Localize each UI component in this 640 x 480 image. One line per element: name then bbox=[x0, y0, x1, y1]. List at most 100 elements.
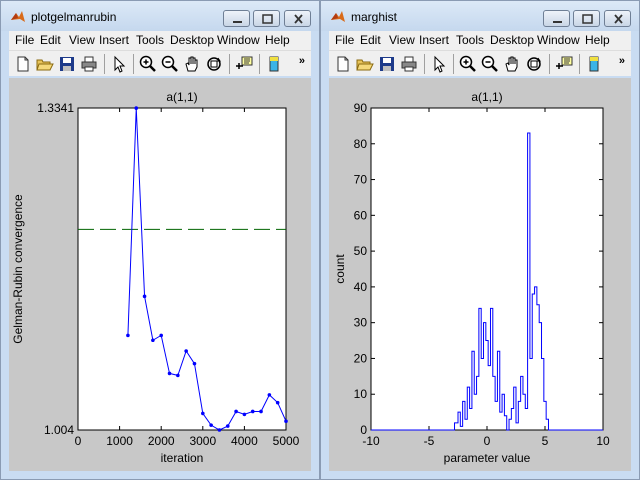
menu-view[interactable]: View bbox=[389, 33, 415, 47]
data-point bbox=[184, 349, 188, 353]
y-tick-label: 1.004 bbox=[44, 423, 74, 437]
title-bar[interactable]: plotgelmanrubin bbox=[1, 1, 319, 31]
zoom-out-icon[interactable] bbox=[160, 54, 180, 74]
colorbar-icon[interactable] bbox=[264, 54, 284, 74]
data-point bbox=[217, 428, 222, 432]
x-tick-label: 4000 bbox=[231, 434, 258, 448]
menu-insert[interactable]: Insert bbox=[419, 33, 450, 47]
menu-window[interactable]: Window bbox=[217, 33, 260, 47]
rotate-3d-icon[interactable] bbox=[524, 54, 544, 74]
data-point bbox=[275, 400, 280, 405]
zoom-in-icon[interactable] bbox=[458, 54, 478, 74]
data-point bbox=[151, 338, 155, 343]
close-button[interactable] bbox=[604, 10, 631, 27]
title-bar[interactable]: marghist bbox=[321, 1, 639, 31]
figure-area: 0 1000 2000 3000 4000 5000 1.004 1.3341 a(1,1) it… bbox=[9, 78, 311, 471]
data-point bbox=[142, 294, 147, 299]
menu-help[interactable]: Help bbox=[585, 33, 610, 47]
gelman-rubin-plot[interactable]: 0 1000 2000 3000 4000 5000 1.004 1.3341 a(1,1) it… bbox=[9, 78, 311, 471]
window-title: plotgelmanrubin bbox=[31, 10, 117, 24]
pan-hand-icon[interactable] bbox=[502, 54, 522, 74]
new-figure-icon[interactable] bbox=[13, 54, 33, 74]
maximize-button[interactable] bbox=[253, 10, 280, 27]
y-tick-label: 50 bbox=[354, 244, 368, 258]
x-tick-label: 3000 bbox=[189, 434, 216, 448]
colorbar-icon[interactable] bbox=[584, 54, 604, 74]
menu-desktop[interactable]: Desktop bbox=[490, 33, 535, 47]
open-file-icon[interactable] bbox=[355, 54, 375, 74]
data-cursor-icon[interactable] bbox=[234, 54, 254, 74]
toolbar: » bbox=[9, 50, 311, 76]
data-cursor-icon[interactable] bbox=[554, 54, 574, 74]
x-tick-label: 1000 bbox=[106, 434, 133, 448]
save-icon[interactable] bbox=[57, 54, 77, 74]
menu-desktop[interactable]: Desktop bbox=[170, 33, 215, 47]
toolbar-separator bbox=[104, 54, 105, 74]
x-tick-label: 5 bbox=[542, 434, 549, 448]
toolbar-separator bbox=[259, 54, 260, 74]
new-figure-icon[interactable] bbox=[333, 54, 353, 74]
pan-hand-icon[interactable] bbox=[182, 54, 202, 74]
x-tick-label: -10 bbox=[362, 434, 380, 448]
minimize-button[interactable] bbox=[223, 10, 250, 27]
toolbar-separator bbox=[453, 54, 454, 74]
chart-title: a(1,1) bbox=[166, 90, 197, 104]
print-icon[interactable] bbox=[399, 54, 419, 74]
menu-bar: File Edit View Insert Tools Desktop Wind… bbox=[329, 31, 631, 50]
menu-tools[interactable]: Tools bbox=[136, 33, 165, 47]
data-point bbox=[167, 371, 172, 376]
x-tick-label: 0 bbox=[75, 434, 82, 448]
x-axis-label: parameter value bbox=[444, 451, 531, 465]
menu-file[interactable]: File bbox=[335, 33, 355, 47]
menu-file[interactable]: File bbox=[15, 33, 35, 47]
save-icon[interactable] bbox=[377, 54, 397, 74]
y-tick-label: 1.3341 bbox=[37, 101, 74, 115]
print-icon[interactable] bbox=[79, 54, 99, 74]
menu-edit[interactable]: Edit bbox=[360, 33, 381, 47]
toolbar-overflow-icon[interactable]: » bbox=[618, 55, 625, 67]
window-plotgelmanrubin: plotgelmanrubin File Edit View Insert To… bbox=[0, 0, 320, 480]
menu-edit[interactable]: Edit bbox=[40, 33, 61, 47]
chart-title: a(1,1) bbox=[471, 90, 502, 104]
maximize-button[interactable] bbox=[573, 10, 600, 27]
rotate-3d-icon[interactable] bbox=[204, 54, 224, 74]
x-tick-label: 10 bbox=[596, 434, 610, 448]
toolbar-separator bbox=[229, 54, 230, 74]
data-point bbox=[250, 409, 255, 414]
y-tick-label: 90 bbox=[354, 101, 368, 115]
matlab-logo-icon bbox=[331, 11, 345, 22]
zoom-out-icon[interactable] bbox=[480, 54, 500, 74]
y-tick-label: 20 bbox=[354, 351, 368, 365]
menu-insert[interactable]: Insert bbox=[99, 33, 130, 47]
y-tick-label: 30 bbox=[354, 316, 368, 330]
toolbar-separator bbox=[579, 54, 580, 74]
pointer-icon[interactable] bbox=[109, 54, 129, 74]
menu-view[interactable]: View bbox=[69, 33, 95, 47]
menu-help[interactable]: Help bbox=[265, 33, 290, 47]
data-point bbox=[225, 424, 230, 428]
y-tick-label: 0 bbox=[360, 423, 367, 437]
toolbar-overflow-icon[interactable]: » bbox=[298, 55, 305, 67]
pointer-icon[interactable] bbox=[429, 54, 449, 74]
y-tick-label: 70 bbox=[354, 173, 368, 187]
toolbar-separator bbox=[424, 54, 425, 74]
axes-box bbox=[370, 107, 604, 431]
matlab-logo-icon bbox=[11, 11, 25, 22]
close-button[interactable] bbox=[284, 10, 311, 27]
window-marghist: marghist File Edit View Insert Tools Des… bbox=[320, 0, 640, 480]
series-line bbox=[371, 132, 603, 431]
open-file-icon[interactable] bbox=[35, 54, 55, 74]
data-point bbox=[242, 412, 247, 417]
data-point bbox=[234, 409, 238, 414]
y-axis-label: Gelman-Rubin convergence bbox=[11, 194, 25, 344]
menu-tools[interactable]: Tools bbox=[456, 33, 485, 47]
minimize-button[interactable] bbox=[543, 10, 570, 27]
menu-window[interactable]: Window bbox=[537, 33, 580, 47]
toolbar-separator bbox=[133, 54, 134, 74]
y-tick-label: 80 bbox=[354, 137, 368, 151]
data-point bbox=[126, 333, 130, 338]
window-title: marghist bbox=[351, 10, 398, 24]
marginal-histogram-plot[interactable]: -10 -5 0 5 10 0 10 20 30 40 50 60 70 80 90 a(1,1) parame… bbox=[329, 78, 631, 471]
data-point bbox=[209, 423, 213, 427]
zoom-in-icon[interactable] bbox=[138, 54, 158, 74]
